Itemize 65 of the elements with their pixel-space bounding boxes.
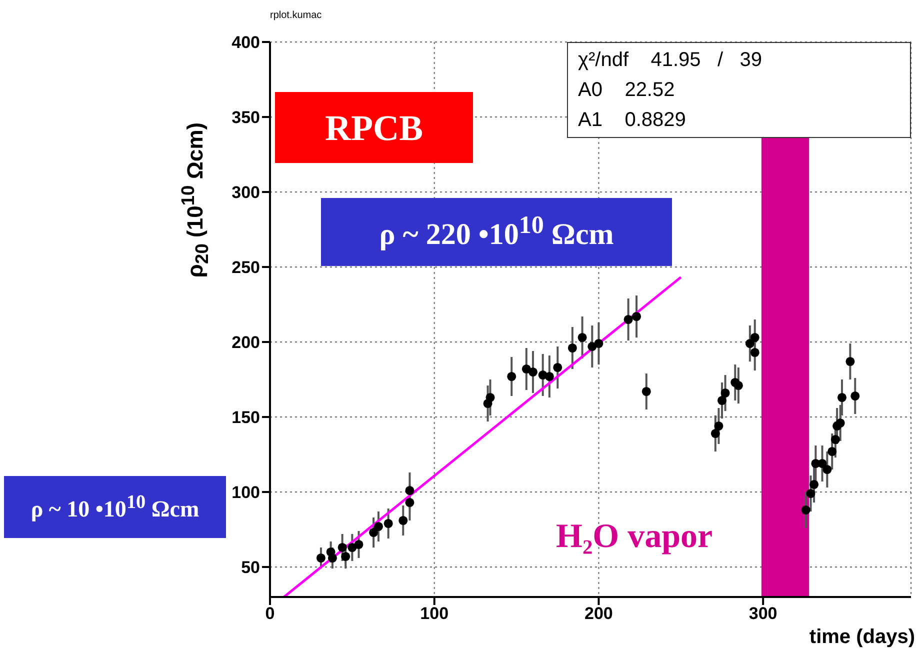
point (341, 552, 350, 562)
point (837, 392, 846, 402)
point (745, 338, 754, 348)
point (384, 518, 393, 528)
point (828, 446, 837, 456)
y-tick-label: 150 (232, 408, 260, 428)
point (578, 332, 587, 342)
point (720, 388, 730, 398)
point (316, 553, 326, 563)
label-box: RPCB (275, 92, 473, 163)
text: rplot.kumac (270, 10, 322, 21)
point (750, 348, 760, 358)
point (568, 343, 577, 353)
annotation: ρ ~ 220 •10$^{10}$ Ωcm (379, 212, 614, 252)
y-tick-label: 100 (232, 483, 260, 502)
point (507, 372, 516, 382)
annotation: A1 0.8829 (578, 108, 687, 133)
point (405, 498, 414, 508)
point (717, 396, 726, 406)
point (544, 372, 554, 382)
point (810, 480, 819, 490)
point (354, 540, 364, 550)
point (642, 386, 651, 396)
label-box: ρ ~ 10 •10$^{10}$ Ωcm (4, 476, 226, 538)
point (850, 391, 860, 401)
point (818, 458, 827, 468)
annotation: RPCB (325, 106, 423, 148)
point (486, 392, 495, 402)
point (846, 356, 855, 366)
point (710, 428, 720, 438)
y-tick-label: 300 (232, 183, 260, 202)
x-tick-label: 0 (265, 604, 275, 624)
point (801, 505, 810, 515)
y-tick-label: 350 (232, 108, 260, 128)
point (836, 418, 845, 428)
stats-box: χ²/ndf 41.95 / 39 A0 22.52 A1 0.8829 (567, 42, 911, 138)
annotation: χ²/ndf 41.95 / 39 (578, 48, 763, 73)
point (528, 367, 538, 377)
annotation: H₂O vapor (556, 518, 713, 556)
point (553, 362, 562, 372)
x-tick-label: 200 (584, 604, 613, 624)
x-axis-title: time (days) (809, 626, 915, 649)
y-tick-label: 200 (232, 333, 260, 352)
point (806, 488, 816, 498)
annotation: A0 22.52 (578, 78, 676, 103)
point (594, 338, 604, 348)
point (714, 421, 724, 431)
point (374, 522, 383, 532)
point (328, 553, 337, 563)
point (822, 464, 832, 474)
x-tick-label: 100 (420, 604, 449, 624)
y-tick-label: 50 (241, 558, 260, 578)
point (624, 314, 633, 324)
point (750, 332, 760, 342)
point (734, 380, 743, 390)
point (632, 312, 642, 322)
y-tick-label: 400 (232, 33, 260, 52)
point (398, 516, 408, 526)
label-box: ρ ~ 220 •10$^{10}$ Ωcm (321, 198, 672, 266)
point (830, 434, 840, 444)
point (338, 542, 347, 552)
point (405, 486, 414, 496)
x-tick-label: 300 (748, 604, 778, 624)
point (369, 528, 378, 538)
y-tick-label: 250 (232, 258, 260, 278)
